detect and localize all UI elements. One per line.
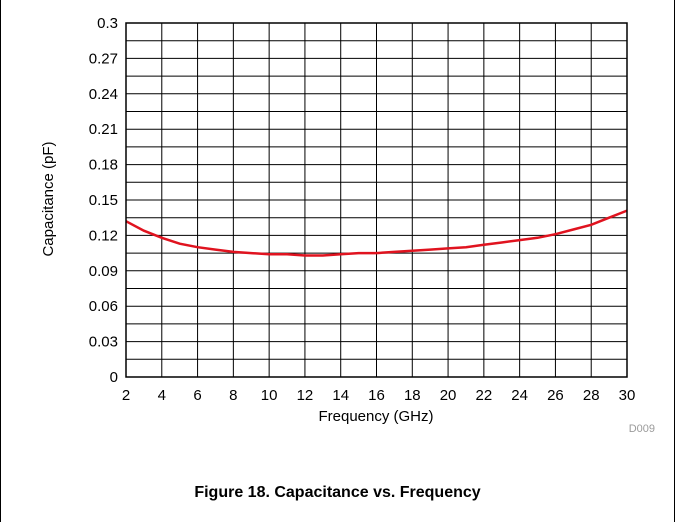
y-tick-label: 0.21: [89, 121, 118, 138]
y-tick-label: 0.12: [89, 227, 118, 244]
x-tick-label: 6: [193, 387, 201, 404]
grid: [125, 22, 628, 378]
x-tick-label: 8: [229, 387, 237, 404]
x-tick-label: 22: [476, 387, 493, 404]
y-tick-label: 0.27: [89, 50, 118, 67]
x-tick-label: 10: [261, 387, 278, 404]
y-tick-label: 0.06: [89, 298, 118, 315]
x-tick-label: 28: [583, 387, 600, 404]
x-tick-label: 12: [297, 387, 314, 404]
plot-border: [125, 22, 628, 378]
chart: 2 4 6 8 10 12 14 16 18 20 22 24 26 28 30 00.030.060.09…: [40, 15, 655, 435]
y-tick-label: 0.24: [89, 86, 118, 103]
figure-caption: Figure 18. Capacitance vs. Frequency: [194, 484, 481, 501]
figure-id-annotation: D009: [629, 423, 655, 435]
y-tick-label: 0.3: [97, 15, 118, 32]
x-tick-label: 18: [404, 387, 421, 404]
x-tick-label: 14: [332, 387, 349, 404]
x-tick-label: 24: [511, 387, 528, 404]
y-axis-label: Capacitance (pF): [40, 141, 57, 256]
x-tick-labels: 2 4 6 8 10 12 14 16 18 20 22 24 26 28 30: [122, 387, 636, 404]
x-tick-label: 30: [619, 387, 636, 404]
y-tick-label: 0.09: [89, 263, 118, 280]
y-tick-label: 0.15: [89, 192, 118, 209]
x-tick-label: 20: [440, 387, 457, 404]
x-axis-label: Frequency (GHz): [318, 408, 433, 425]
y-tick-labels: 0 0.03 0.06 0.09 0.12 0.15 0.18 0.21 0.24 0.27 0.3: [89, 15, 118, 386]
y-tick-label: 0.03: [89, 334, 118, 351]
series-line: [125, 209, 628, 257]
y-tick-label: 0.18: [89, 157, 118, 174]
y-tick-label: 0: [110, 369, 118, 386]
x-tick-label: 4: [158, 387, 166, 404]
x-tick-label: 16: [368, 387, 385, 404]
x-tick-label: 26: [547, 387, 564, 404]
x-tick-label: 2: [122, 387, 130, 404]
